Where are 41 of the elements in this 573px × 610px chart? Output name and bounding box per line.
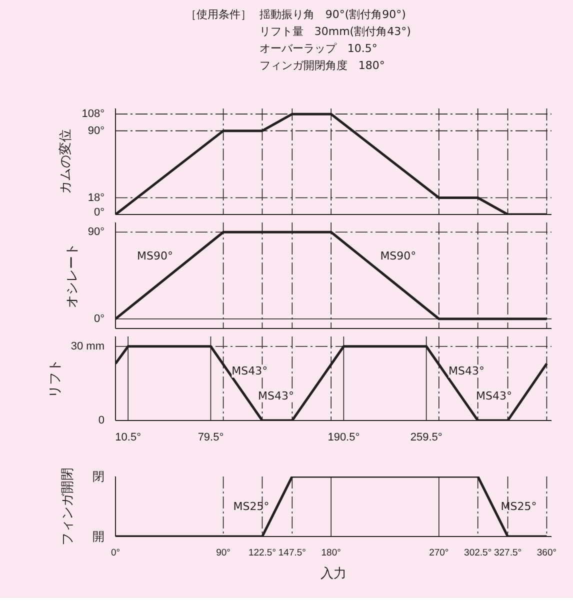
x-tick-label: 302.5°: [464, 548, 492, 558]
annotation: MS90°: [137, 250, 174, 263]
annotation: MS25°: [500, 500, 537, 513]
x-tick-label: 190.5°: [328, 432, 360, 444]
text: フィンガ開閉角度 180°: [259, 59, 385, 72]
x-tick-label: 270°: [429, 548, 449, 558]
y-tick-label: 18°: [88, 192, 105, 204]
annotation: MS43°: [232, 364, 268, 378]
annotation: MS43°: [476, 389, 512, 402]
x-tick-label: 259.5°: [410, 432, 442, 444]
x-tick-label: 79.5°: [198, 432, 224, 444]
y-axis-title: カムの変位: [58, 129, 74, 194]
text: オーバーラップ 10.5°: [259, 42, 378, 55]
y-axis-title: オシレート: [64, 243, 80, 308]
text: 開: [92, 530, 104, 544]
x-axis-title: 入力: [320, 566, 346, 582]
x-tick-label: 180°: [321, 548, 342, 558]
y-tick-label: 90°: [88, 124, 105, 137]
text: リフト量 30mm(割付角43°): [259, 25, 411, 38]
x-tick-label: 122.5°: [248, 548, 276, 558]
annotation: MS43°: [258, 389, 294, 402]
annotation: MS90°: [380, 250, 416, 263]
text: 閉: [92, 470, 104, 484]
x-tick-label: 147.5°: [278, 548, 306, 558]
annotation: MS25°: [233, 500, 270, 513]
x-tick-label: 0°: [110, 548, 120, 558]
x-tick-label: 360°: [536, 548, 557, 558]
annotation: MS43°: [448, 364, 484, 378]
x-tick-label: 327.5°: [494, 548, 522, 558]
y-tick-label: 90°: [88, 226, 105, 238]
y-tick-label: 0: [98, 414, 105, 426]
y-tick-label: 30 mm: [70, 340, 105, 352]
x-tick-label: 10.5°: [115, 432, 141, 444]
text: ［使用条件］: [185, 8, 252, 21]
y-axis-title: リフト: [48, 359, 63, 398]
x-tick-label: 90°: [216, 548, 231, 558]
y-tick-label: 108°: [82, 108, 105, 120]
text: 揺動振り角 90°(割付角90°): [259, 8, 406, 21]
y-tick-label: 0°: [94, 312, 105, 325]
y-axis-title: フィンガ開閉: [60, 468, 76, 546]
y-tick-label: 0°: [94, 206, 105, 218]
